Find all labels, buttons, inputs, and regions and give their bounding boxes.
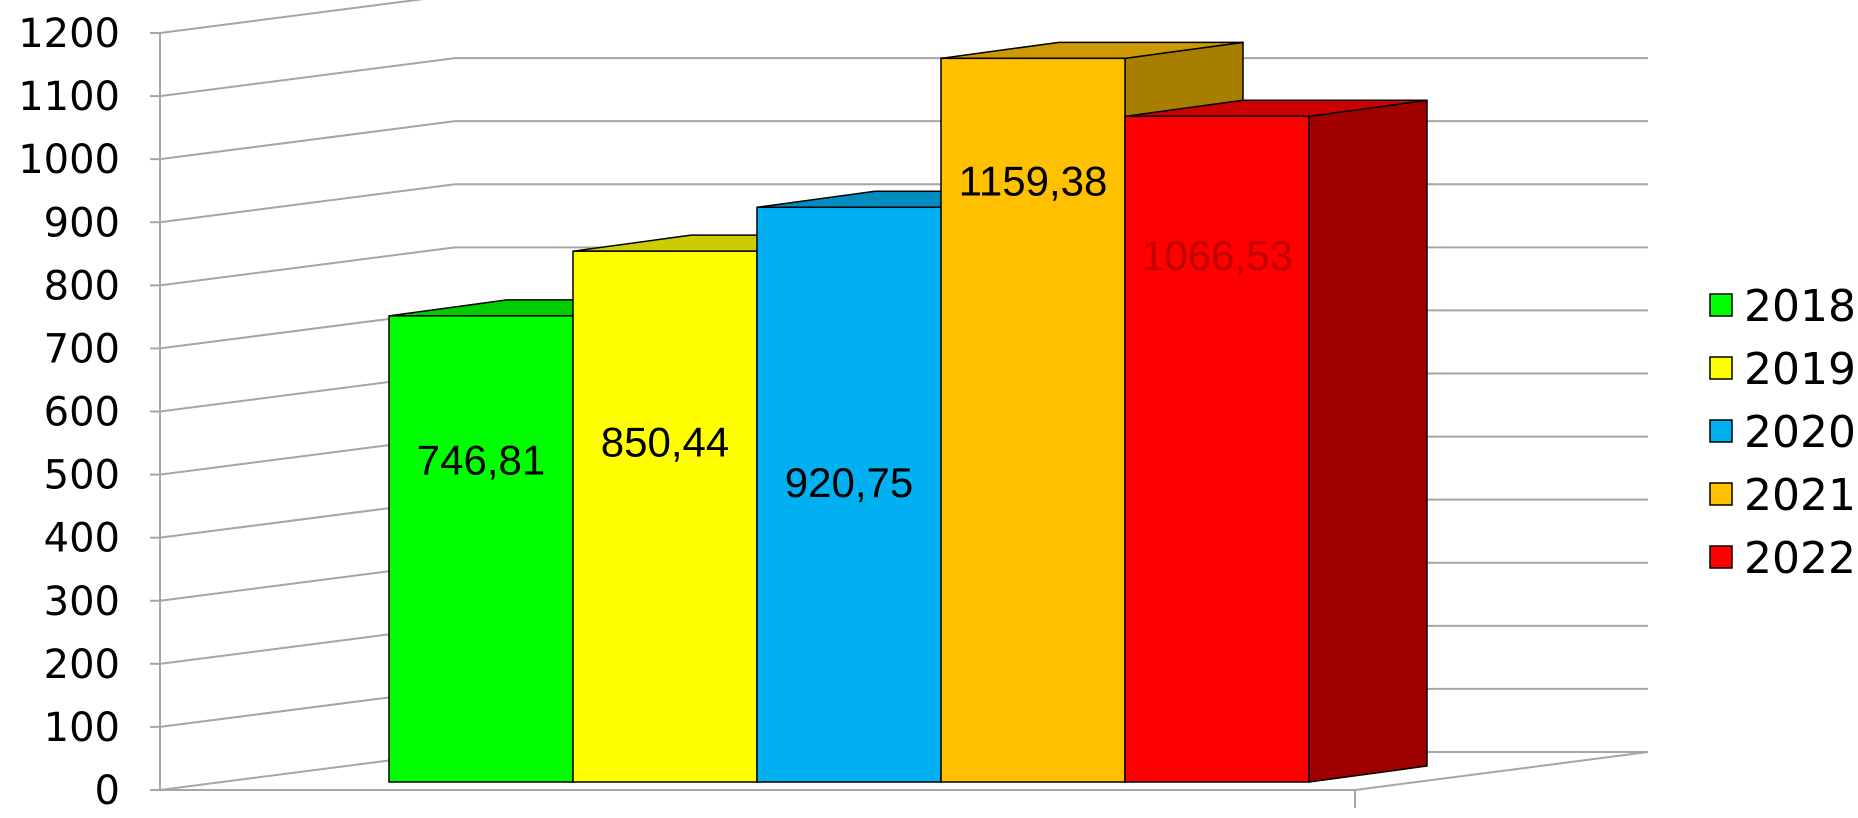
gridline-side [159,0,425,34]
y-tick-label: 1200 [18,11,120,57]
y-tick-label: 800 [44,263,120,309]
legend-entry-2022: 2022 [1709,533,1856,584]
gridline-side [159,246,456,287]
y-tick-label: 400 [44,516,120,562]
legend-swatch [1709,356,1733,380]
bar-front-2018 [388,315,574,783]
legend-label: 2019 [1744,344,1856,395]
bars [388,41,1428,783]
y-tick-label: 1000 [18,137,120,183]
y-tick-label: 700 [44,326,120,372]
data-label-2020: 920,75 [785,459,913,506]
bar-front-2019 [572,250,758,783]
legend-label: 2022 [1744,533,1856,584]
y-tick-label: 300 [44,579,120,625]
floor-right-edge [1354,751,1649,791]
legend-label: 2018 [1744,281,1856,332]
data-label-2021: 1159,38 [959,157,1108,204]
y-tick-label: 100 [44,705,120,751]
y-tick-label: 600 [44,390,120,436]
bar-front-2021 [940,57,1126,783]
y-tick-label: 500 [44,453,120,499]
data-label-2019: 850,44 [601,418,729,465]
bar-front-2022 [1124,115,1310,783]
legend-entry-2021: 2021 [1709,470,1856,521]
gridline-side [159,183,456,224]
gridline-side [159,57,456,98]
gridline-side [159,120,456,161]
y-tick-label: 1100 [18,74,120,120]
legend-swatch [1709,293,1733,317]
legend-entry-2019: 2019 [1709,344,1856,395]
bar-side-2022 [1308,99,1428,783]
legend-swatch [1709,482,1733,506]
y-axis: 0 100 200 300 400 500 600 700 800 900 1000 1100 1200 [18,11,160,814]
data-label-2018: 746,81 [417,436,545,483]
legend: 2018 2019 2020 2021 2022 [1709,281,1856,584]
legend-swatch [1709,419,1733,443]
y-tick-label: 200 [44,642,120,688]
data-label-2022: 1066,53 [1141,232,1293,279]
legend-label: 2021 [1744,470,1856,521]
y-tick-label: 900 [44,200,120,246]
legend-entry-2018: 2018 [1709,281,1856,332]
legend-entry-2020: 2020 [1709,407,1856,458]
bar-2022 [1124,99,1428,783]
data-labels: 746,81 850,44 920,75 1159,38 1066,53 [417,157,1293,506]
legend-label: 2020 [1744,407,1856,458]
y-tick-label: 0 [95,768,120,813]
legend-swatch [1709,545,1733,569]
